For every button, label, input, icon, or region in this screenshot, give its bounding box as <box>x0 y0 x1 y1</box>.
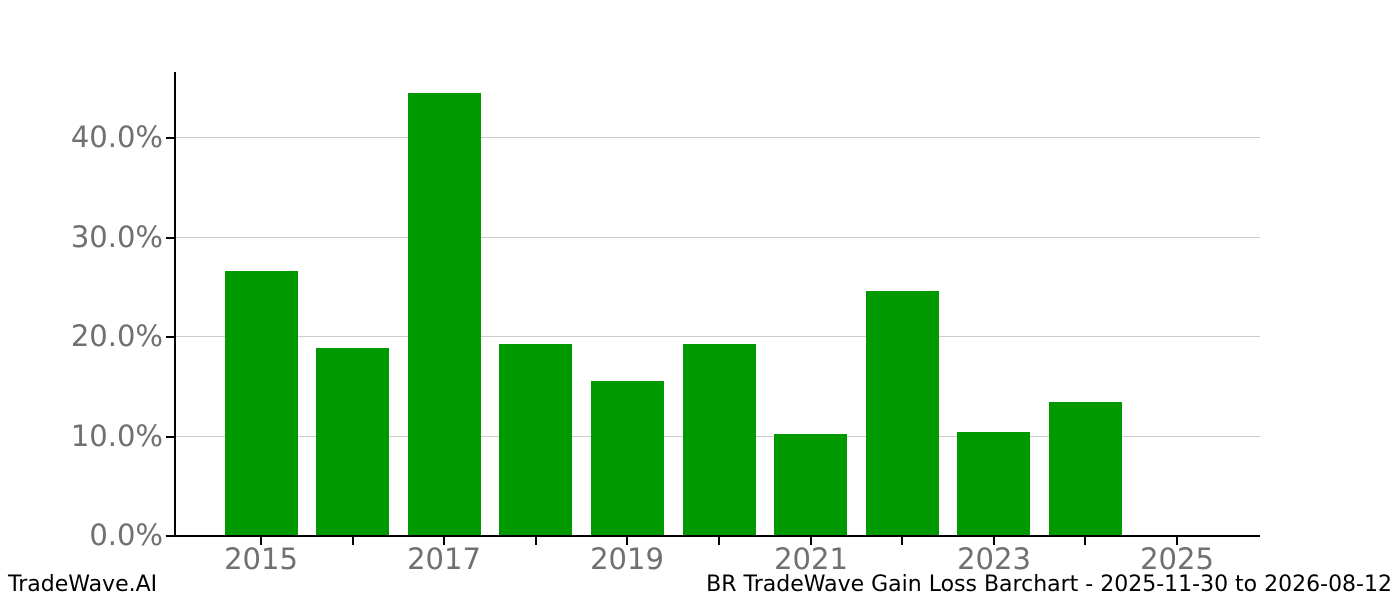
y-tick-label-30: 30.0% <box>70 220 163 254</box>
y-tick-label-20: 20.0% <box>70 319 163 353</box>
footer-brand: TradeWave.AI <box>8 572 158 597</box>
y-tick-40 <box>166 137 174 139</box>
y-tick-30 <box>166 237 174 239</box>
bar-2024 <box>1049 402 1122 535</box>
x-tick-2018 <box>535 537 537 545</box>
x-tick-2016 <box>352 537 354 545</box>
x-tick-label-2019: 2019 <box>590 542 664 576</box>
y-tick-0 <box>166 535 174 537</box>
footer-caption: BR TradeWave Gain Loss Barchart - 2025-1… <box>706 572 1392 597</box>
y-tick-10 <box>166 436 174 438</box>
bar-2022 <box>866 291 939 535</box>
x-tick-2020 <box>718 537 720 545</box>
x-tick-2019 <box>626 537 628 545</box>
x-tick-2023 <box>993 537 995 545</box>
gridline-30 <box>176 237 1260 238</box>
y-tick-20 <box>166 336 174 338</box>
y-axis-spine <box>174 72 176 537</box>
x-tick-label-2015: 2015 <box>224 542 298 576</box>
x-tick-2017 <box>443 537 445 545</box>
x-tick-2025 <box>1176 537 1178 545</box>
bar-2020 <box>683 344 756 535</box>
bar-2017 <box>408 93 481 535</box>
y-tick-label-40: 40.0% <box>70 120 163 154</box>
x-axis-spine <box>174 535 1260 537</box>
bar-2016 <box>316 348 389 535</box>
bar-2015 <box>225 271 298 535</box>
gridline-40 <box>176 137 1260 138</box>
bar-2019 <box>591 381 664 535</box>
y-tick-label-10: 10.0% <box>70 419 163 453</box>
gridline-20 <box>176 336 1260 337</box>
x-tick-label-2025: 2025 <box>1140 542 1214 576</box>
y-tick-label-0: 0.0% <box>89 518 163 552</box>
x-tick-2015 <box>260 537 262 545</box>
x-tick-2024 <box>1084 537 1086 545</box>
x-tick-2022 <box>901 537 903 545</box>
x-tick-label-2017: 2017 <box>407 542 481 576</box>
x-tick-2021 <box>810 537 812 545</box>
x-tick-label-2021: 2021 <box>774 542 848 576</box>
x-tick-label-2023: 2023 <box>957 542 1031 576</box>
bar-2023 <box>957 432 1030 535</box>
bar-2018 <box>499 344 572 535</box>
bar-2021 <box>774 434 847 535</box>
